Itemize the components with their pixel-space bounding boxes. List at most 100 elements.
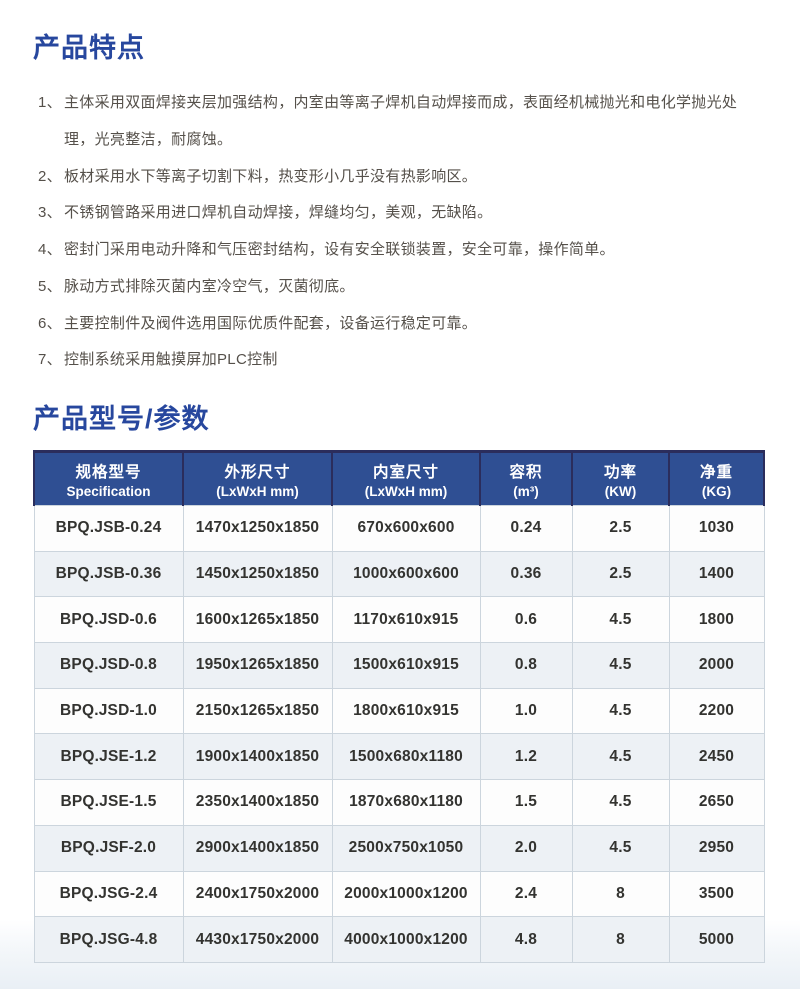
cell-power: 8 xyxy=(571,870,670,918)
cell-volume: 4.8 xyxy=(479,916,573,963)
col-header-sub: Specification xyxy=(66,483,151,499)
cell-model: BPQ.JSD-0.6 xyxy=(33,596,184,644)
col-header-outer-size: 外形尺寸 (LxWxH mm) xyxy=(182,451,333,506)
feature-text: 主体采用双面焊接夹层加强结构，内室由等离子焊机自动焊接而成，表面经机械抛光和电化… xyxy=(64,94,738,148)
cell-power: 4.5 xyxy=(571,824,670,872)
cell-volume: 0.24 xyxy=(479,505,573,552)
col-header-power: 功率 (KW) xyxy=(571,451,670,506)
col-header-cn: 外形尺寸 xyxy=(224,463,291,481)
cell-outer-size: 1900x1400x1850 xyxy=(182,733,333,781)
cell-inner-size: 2500x750x1050 xyxy=(331,824,481,872)
cell-model: BPQ.JSG-2.4 xyxy=(33,870,184,918)
cell-power: 8 xyxy=(571,916,670,963)
cell-volume: 1.2 xyxy=(479,733,573,781)
feature-number: 6、 xyxy=(38,314,62,332)
feature-text: 控制系统采用触摸屏加PLC控制 xyxy=(64,351,278,369)
product-page: 产品特点 1、 主体采用双面焊接夹层加强结构，内室由等离子焊机自动焊接而成，表面… xyxy=(33,33,765,963)
cell-weight: 3500 xyxy=(668,870,765,918)
cell-outer-size: 2150x1265x1850 xyxy=(182,687,333,735)
table-row: BPQ.JSD-1.0 2150x1265x1850 1800x610x915 … xyxy=(33,687,765,735)
cell-inner-size: 1000x600x600 xyxy=(331,550,481,598)
col-header-cn: 规格型号 xyxy=(75,463,142,481)
cell-model: BPQ.JSD-0.8 xyxy=(33,642,184,689)
table-row: BPQ.JSD-0.8 1950x1265x1850 1500x610x915 … xyxy=(33,642,765,689)
cell-weight: 2650 xyxy=(668,779,765,826)
cell-weight: 1400 xyxy=(668,550,765,598)
cell-weight: 2200 xyxy=(668,687,765,735)
cell-volume: 2.0 xyxy=(479,824,573,872)
table-row: BPQ.JSF-2.0 2900x1400x1850 2500x750x1050… xyxy=(33,824,765,872)
cell-outer-size: 4430x1750x2000 xyxy=(182,916,333,963)
feature-text: 主要控制件及阀件选用国际优质件配套，设备运行稳定可靠。 xyxy=(64,314,478,332)
cell-power: 4.5 xyxy=(571,687,670,735)
cell-outer-size: 2400x1750x2000 xyxy=(182,870,333,918)
cell-volume: 0.36 xyxy=(479,550,573,598)
cell-model: BPQ.JSE-1.5 xyxy=(33,779,184,826)
col-header-volume: 容积 (m³) xyxy=(479,451,573,506)
cell-inner-size: 4000x1000x1200 xyxy=(331,916,481,963)
cell-power: 4.5 xyxy=(571,779,670,826)
cell-inner-size: 670x600x600 xyxy=(331,505,481,552)
cell-inner-size: 1870x680x1180 xyxy=(331,779,481,826)
feature-list: 1、 主体采用双面焊接夹层加强结构，内室由等离子焊机自动焊接而成，表面经机械抛光… xyxy=(33,85,765,379)
feature-text: 板材采用水下等离子切割下料，热变形小几乎没有热影响区。 xyxy=(64,167,478,185)
table-row: BPQ.JSB-0.36 1450x1250x1850 1000x600x600… xyxy=(33,550,765,598)
table-row: BPQ.JSD-0.6 1600x1265x1850 1170x610x915 … xyxy=(33,596,765,644)
cell-inner-size: 2000x1000x1200 xyxy=(331,870,481,918)
cell-volume: 0.6 xyxy=(479,596,573,644)
table-row: BPQ.JSG-4.8 4430x1750x2000 4000x1000x120… xyxy=(33,916,765,963)
col-header-inner-size: 内室尺寸 (LxWxH mm) xyxy=(331,451,481,506)
feature-number: 5、 xyxy=(38,277,62,295)
feature-item: 3、 不锈钢管路采用进口焊机自动焊接，焊缝均匀，美观，无缺陷。 xyxy=(38,195,765,232)
table-row: BPQ.JSE-1.2 1900x1400x1850 1500x680x1180… xyxy=(33,733,765,781)
feature-text: 不锈钢管路采用进口焊机自动焊接，焊缝均匀，美观，无缺陷。 xyxy=(64,204,493,222)
feature-item: 6、 主要控制件及阀件选用国际优质件配套，设备运行稳定可靠。 xyxy=(38,306,765,343)
cell-outer-size: 1950x1265x1850 xyxy=(182,642,333,689)
feature-item: 2、 板材采用水下等离子切割下料，热变形小几乎没有热影响区。 xyxy=(38,159,765,196)
col-header-cn: 净重 xyxy=(699,463,733,481)
cell-volume: 1.0 xyxy=(479,687,573,735)
cell-volume: 0.8 xyxy=(479,642,573,689)
feature-number: 7、 xyxy=(38,351,62,369)
cell-model: BPQ.JSE-1.2 xyxy=(33,733,184,781)
cell-outer-size: 2900x1400x1850 xyxy=(182,824,333,872)
table-row: BPQ.JSG-2.4 2400x1750x2000 2000x1000x120… xyxy=(33,870,765,918)
cell-model: BPQ.JSF-2.0 xyxy=(33,824,184,872)
cell-power: 2.5 xyxy=(571,505,670,552)
col-header-sub: (LxWxH mm) xyxy=(216,483,299,499)
col-header-weight: 净重 (KG) xyxy=(668,451,765,506)
cell-power: 2.5 xyxy=(571,550,670,598)
feature-item: 7、 控制系统采用触摸屏加PLC控制 xyxy=(38,342,765,379)
cell-inner-size: 1500x610x915 xyxy=(331,642,481,689)
cell-outer-size: 1600x1265x1850 xyxy=(182,596,333,644)
col-header-sub: (m³) xyxy=(513,483,539,499)
cell-power: 4.5 xyxy=(571,733,670,781)
col-header-sub: (KW) xyxy=(604,483,637,499)
col-header-sub: (KG) xyxy=(701,483,732,499)
cell-model: BPQ.JSB-0.24 xyxy=(33,505,184,552)
cell-volume: 2.4 xyxy=(479,870,573,918)
cell-weight: 2450 xyxy=(668,733,765,781)
feature-text: 脉动方式排除灭菌内室冷空气，灭菌彻底。 xyxy=(64,277,355,295)
table-row: BPQ.JSB-0.24 1470x1250x1850 670x600x600 … xyxy=(33,505,765,552)
feature-number: 3、 xyxy=(38,204,62,222)
feature-number: 1、 xyxy=(38,94,62,111)
spec-table: 规格型号 Specification 外形尺寸 (LxWxH mm) 内室尺寸 … xyxy=(33,450,765,963)
col-header-cn: 功率 xyxy=(603,463,637,481)
col-header-specification: 规格型号 Specification xyxy=(33,451,184,506)
col-header-cn: 容积 xyxy=(509,463,543,481)
cell-weight: 2950 xyxy=(668,824,765,872)
table-row: BPQ.JSE-1.5 2350x1400x1850 1870x680x1180… xyxy=(33,779,765,826)
cell-power: 4.5 xyxy=(571,642,670,689)
cell-power: 4.5 xyxy=(571,596,670,644)
cell-weight: 5000 xyxy=(668,916,765,963)
feature-item: 1、 主体采用双面焊接夹层加强结构，内室由等离子焊机自动焊接而成，表面经机械抛光… xyxy=(38,85,765,159)
cell-inner-size: 1800x610x915 xyxy=(331,687,481,735)
feature-item: 4、 密封门采用电动升降和气压密封结构，设有安全联锁装置，安全可靠，操作简单。 xyxy=(38,232,765,269)
col-header-cn: 内室尺寸 xyxy=(372,463,439,481)
feature-item: 5、 脉动方式排除灭菌内室冷空气，灭菌彻底。 xyxy=(38,269,765,306)
cell-outer-size: 1450x1250x1850 xyxy=(182,550,333,598)
cell-model: BPQ.JSG-4.8 xyxy=(33,916,184,963)
cell-inner-size: 1500x680x1180 xyxy=(331,733,481,781)
cell-outer-size: 1470x1250x1850 xyxy=(182,505,333,552)
